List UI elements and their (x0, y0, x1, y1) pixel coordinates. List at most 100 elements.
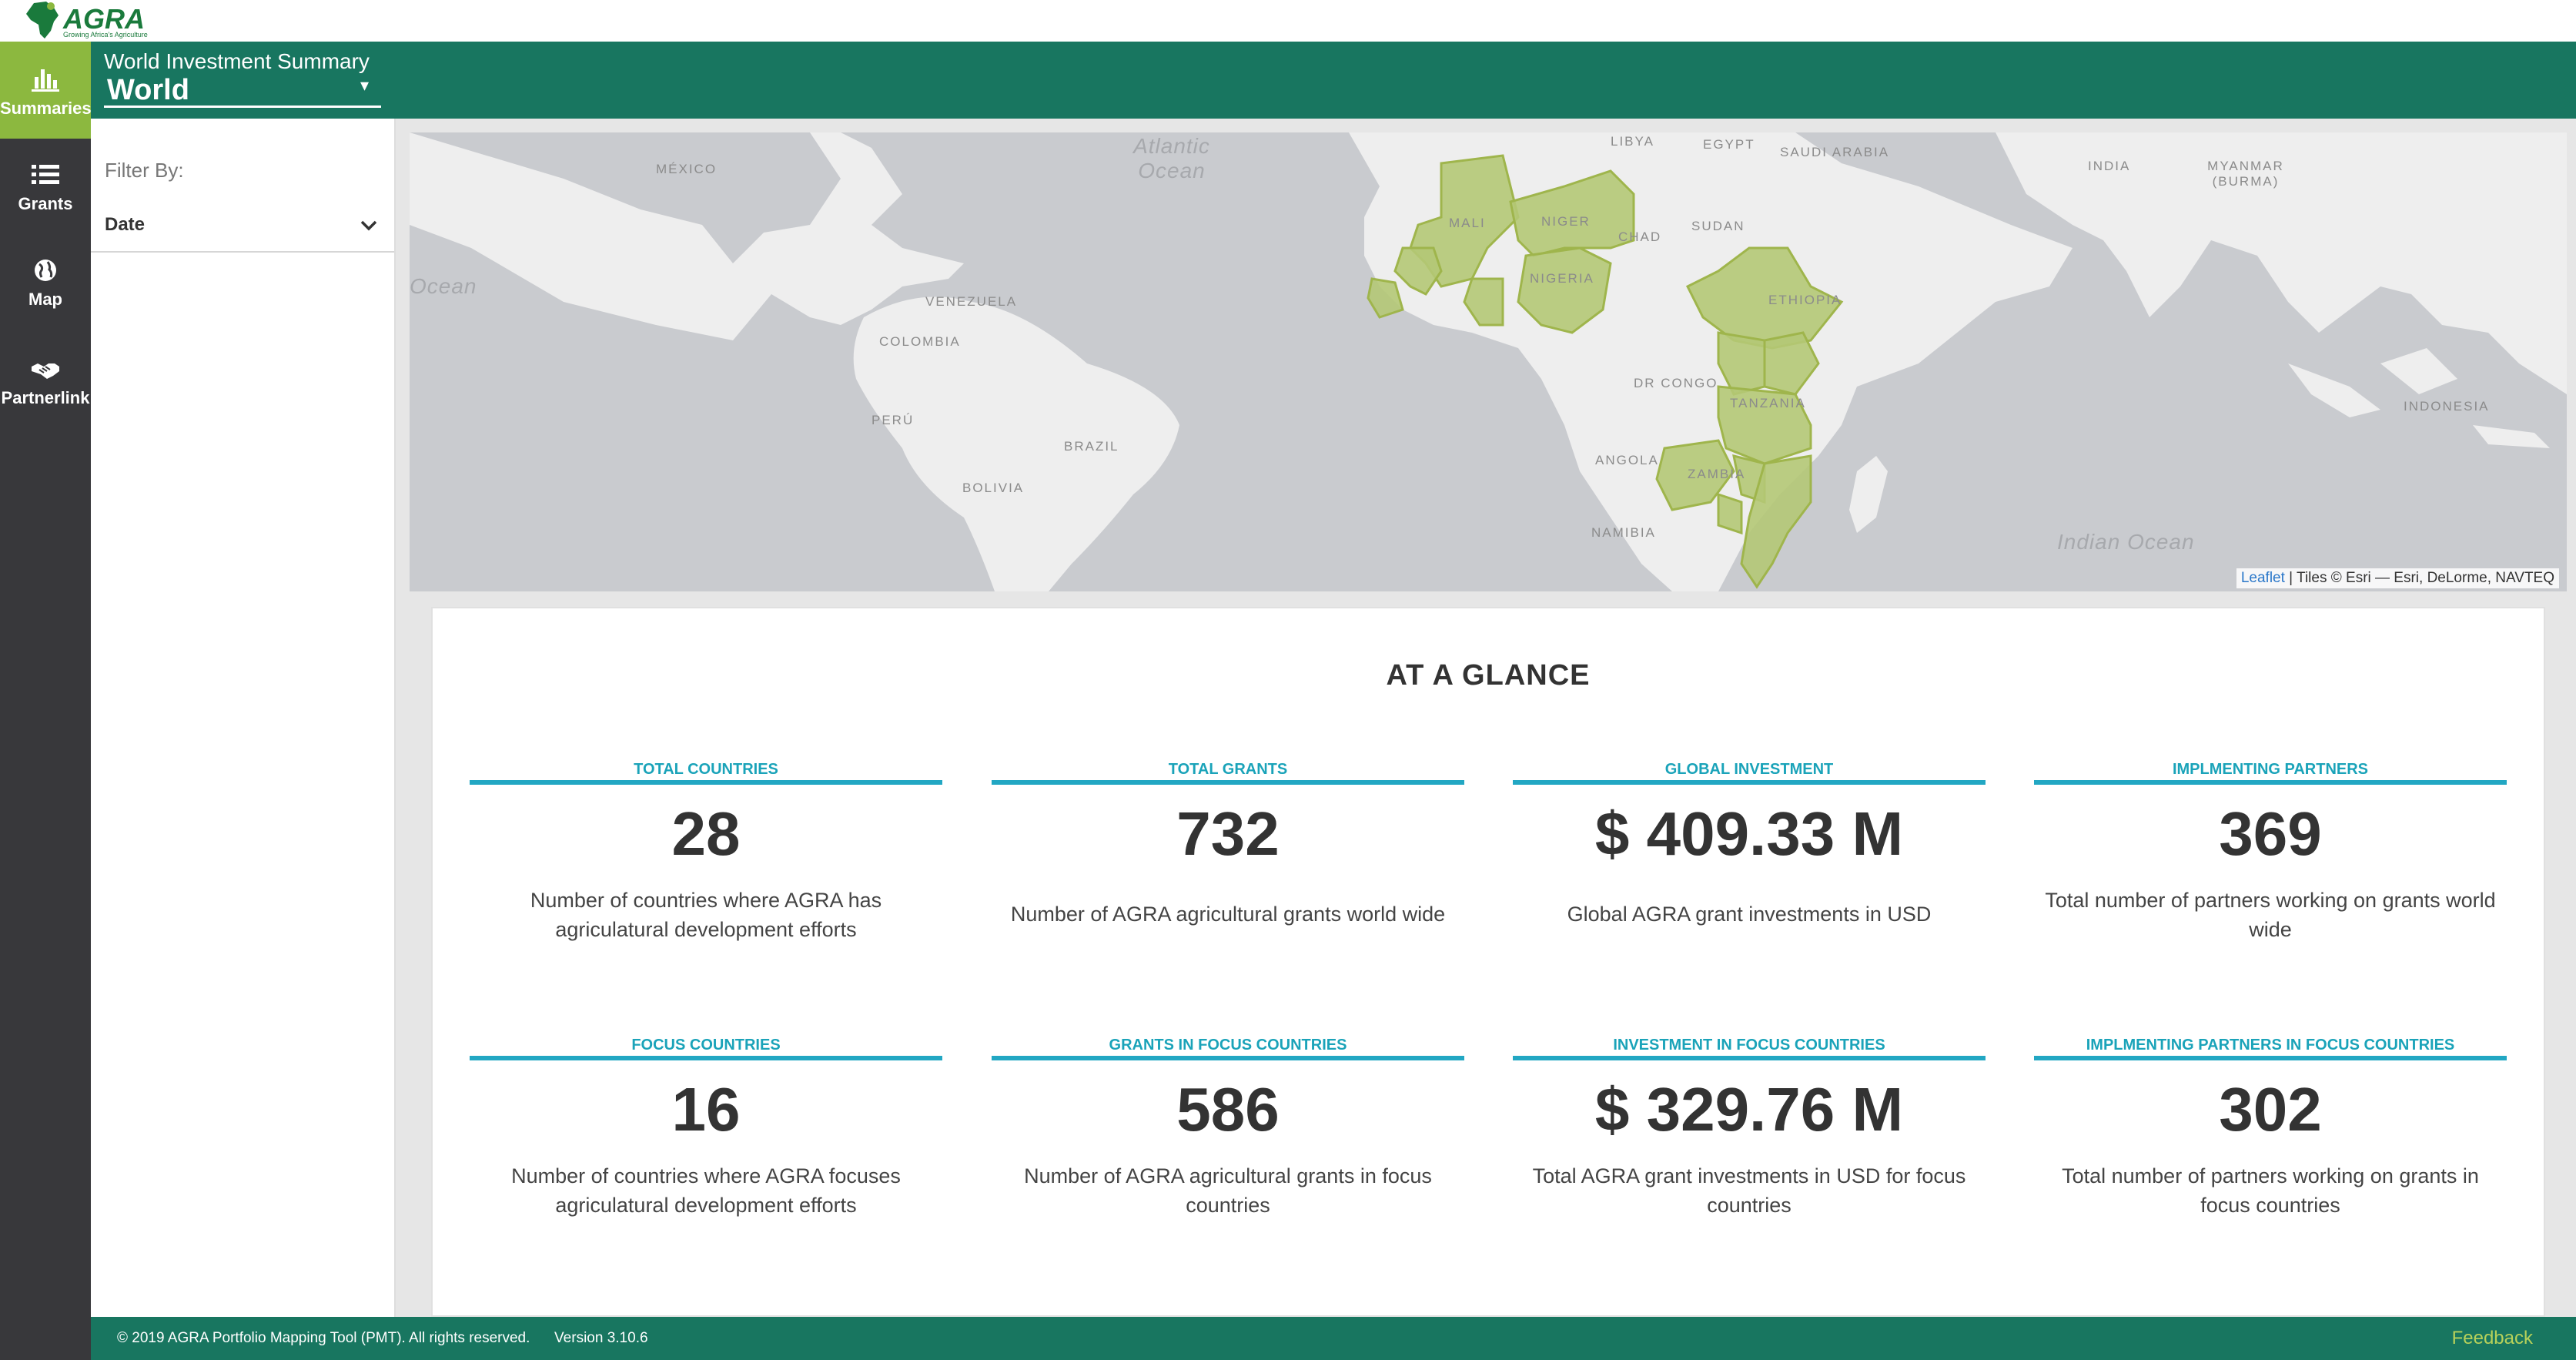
stat-total-countries: TOTAL COUNTRIES 28 Number of countries w… (470, 761, 942, 945)
nav-item-grants[interactable]: Grants (0, 139, 91, 236)
stat-partners-in-focus-countries: IMPLMENTING PARTNERS IN FOCUS COUNTRIES … (2034, 1037, 2507, 1221)
africa-logo-icon (26, 2, 59, 39)
map-label: NIGERIA (1530, 271, 1594, 286)
nav-item-summaries[interactable]: Summaries (0, 42, 92, 139)
map-label: PERÚ (871, 413, 915, 427)
nav-label-summaries: Summaries (0, 99, 92, 118)
stat-description: Number of countries where AGRA focuses a… (511, 1164, 901, 1217)
globe-icon (35, 260, 56, 281)
stat-divider (470, 780, 942, 785)
map-label: ETHIOPIA (1768, 293, 1842, 307)
leaflet-link[interactable]: Leaflet (2240, 570, 2285, 586)
stat-value: 16 (671, 1075, 741, 1144)
map-label: MÉXICO (656, 162, 718, 176)
agra-logo[interactable]: AGRA Growing Africa's Agriculture (23, 0, 154, 40)
glance-title: AT A GLANCE (1386, 659, 1591, 692)
stat-global-investment: GLOBAL INVESTMENT $ 409.33 M Global AGRA… (1513, 761, 1986, 930)
ocean-label: Ocean (410, 274, 477, 298)
map-label: BRAZIL (1064, 439, 1119, 454)
stat-description: Number of AGRA agricultural grants world… (1010, 903, 1446, 926)
ocean-label: Atlantic Ocean (1133, 134, 1210, 183)
attribution-text: | Tiles © Esri — Esri, DeLorme, NAVTEQ (2284, 570, 2554, 586)
map-label: BOLIVIA (962, 481, 1025, 495)
stat-label: TOTAL GRANTS (1168, 761, 1288, 778)
stat-total-grants: TOTAL GRANTS 732 Number of AGRA agricult… (992, 761, 1464, 930)
stat-divider (1513, 780, 1986, 785)
stat-description: Total number of partners working on gran… (2062, 1164, 2479, 1217)
stat-divider (1513, 1056, 1986, 1060)
nav-label-grants: Grants (18, 194, 73, 213)
at-a-glance-panel: AT A GLANCE TOTAL COUNTRIES 28 Number of… (431, 607, 2545, 1317)
stat-description: Total number of partners working on gran… (2045, 889, 2496, 941)
copyright-text: © 2019 AGRA Portfolio Mapping Tool (PMT)… (117, 1330, 648, 1346)
feedback-link[interactable]: Feedback (2451, 1328, 2533, 1348)
logo-tagline: Growing Africa's Agriculture (63, 31, 148, 39)
map-label: ZAMBIA (1688, 467, 1746, 481)
filter-heading: Filter By: (105, 159, 184, 182)
stat-label: IMPLMENTING PARTNERS IN FOCUS COUNTRIES (2086, 1037, 2455, 1053)
stat-label: IMPLMENTING PARTNERS (2172, 761, 2369, 778)
map-label: NAMIBIA (1591, 525, 1656, 540)
map-canvas (410, 132, 2567, 591)
map-label: LIBYA (1611, 134, 1654, 149)
map-label: EGYPT (1703, 137, 1755, 152)
region-select[interactable]: World ▾ (104, 74, 381, 108)
filter-panel: Filter By: Date (91, 119, 396, 1317)
stat-value: 28 (671, 799, 741, 868)
map-label: CHAD (1618, 229, 1662, 244)
date-filter-label: Date (105, 214, 146, 235)
brand-bar: AGRA Growing Africa's Agriculture (0, 0, 2576, 42)
top-header: World Investment Summary World ▾ (0, 42, 2576, 119)
stat-description: Number of countries where AGRA has agric… (530, 889, 882, 941)
stat-label: FOCUS COUNTRIES (631, 1037, 781, 1053)
map-label: ANGOLA (1595, 453, 1659, 467)
stat-value: $ 409.33 M (1594, 799, 1904, 868)
stat-investment-in-focus-countries: INVESTMENT IN FOCUS COUNTRIES $ 329.76 M… (1513, 1037, 1986, 1221)
map-label: MALI (1449, 216, 1486, 230)
caret-down-icon: ▾ (360, 75, 369, 95)
world-map[interactable]: MÉXICO VENEZUELA COLOMBIA PERÚ BRAZIL BO… (410, 132, 2567, 591)
stat-value: 732 (1176, 799, 1280, 868)
map-label: VENEZUELA (925, 294, 1018, 309)
stat-divider (2034, 1056, 2507, 1060)
region-select-value: World (107, 74, 189, 106)
stat-description: Global AGRA grant investments in USD (1567, 903, 1932, 926)
map-label: INDONESIA (2404, 399, 2490, 414)
chevron-down-icon (360, 220, 377, 231)
map-label: MYANMAR (BURMA) (2207, 159, 2284, 189)
stat-label: GLOBAL INVESTMENT (1664, 761, 1834, 778)
stat-label: INVESTMENT IN FOCUS COUNTRIES (1613, 1037, 1885, 1053)
stat-divider (992, 780, 1464, 785)
nav-item-partnerlink[interactable]: Partnerlink (0, 333, 91, 430)
map-label: SAUDI ARABIA (1780, 145, 1890, 159)
stat-divider (470, 1056, 942, 1060)
stat-label: GRANTS IN FOCUS COUNTRIES (1109, 1037, 1347, 1053)
side-nav: Summaries Grants Map Partnerlink (0, 42, 92, 1360)
bar-chart-icon (32, 69, 59, 92)
map-attribution: Leaflet | Tiles © Esri — Esri, DeLorme, … (2236, 568, 2559, 588)
map-label: NIGER (1541, 214, 1591, 229)
stat-value: $ 329.76 M (1594, 1075, 1904, 1144)
map-label: INDIA (2088, 159, 2131, 173)
nav-item-map[interactable]: Map (0, 236, 91, 333)
map-label: TANZANIA (1730, 396, 1806, 410)
logo-text: AGRA (63, 3, 145, 35)
map-label: DR CONGO (1634, 376, 1718, 390)
stat-grants-in-focus-countries: GRANTS IN FOCUS COUNTRIES 586 Number of … (992, 1037, 1464, 1221)
stat-divider (992, 1056, 1464, 1060)
summary-title: World Investment Summary (104, 49, 370, 73)
stat-description: Total AGRA grant investments in USD for … (1532, 1164, 1966, 1217)
stat-value: 369 (2219, 799, 2322, 868)
stat-label: TOTAL COUNTRIES (634, 761, 778, 778)
map-label: SUDAN (1691, 219, 1745, 233)
stat-description: Number of AGRA agricultural grants in fo… (1024, 1164, 1432, 1217)
date-filter-dropdown[interactable]: Date (91, 205, 394, 253)
handshake-icon (32, 363, 59, 379)
stat-value: 586 (1176, 1075, 1280, 1144)
stat-implementing-partners: IMPLMENTING PARTNERS 369 Total number of… (2034, 761, 2507, 945)
footer: © 2019 AGRA Portfolio Mapping Tool (PMT)… (91, 1317, 2576, 1360)
stat-focus-countries: FOCUS COUNTRIES 16 Number of countries w… (470, 1037, 942, 1221)
ocean-label: Indian Ocean (2057, 530, 2195, 554)
map-label: COLOMBIA (879, 334, 961, 349)
nav-label-map: Map (28, 290, 62, 309)
